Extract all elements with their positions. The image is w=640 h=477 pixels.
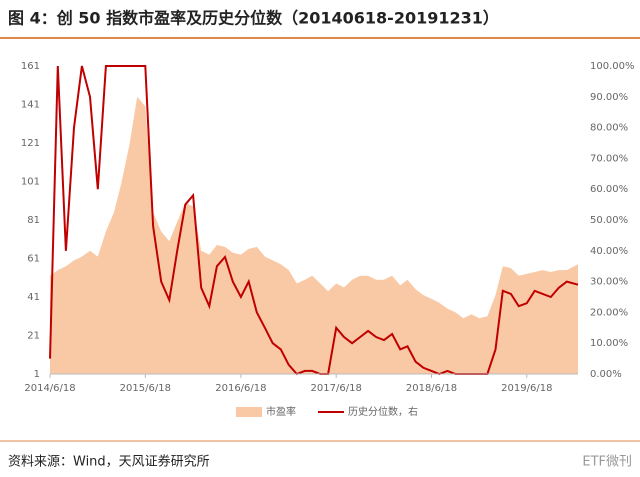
y2-tick-label: 90.00% — [590, 92, 628, 103]
y-tick-label: 1 — [34, 369, 40, 380]
y-tick-label: 41 — [27, 292, 40, 303]
y2-tick-label: 0.00% — [590, 369, 622, 380]
legend-label: 历史分位数，右 — [348, 405, 418, 418]
y2-tick-label: 20.00% — [590, 307, 628, 318]
x-tick-label: 2014/6/18 — [24, 383, 75, 394]
y-tick-label: 61 — [27, 254, 40, 265]
source: 资料来源：Wind，天风证券研究所 — [8, 454, 210, 470]
y-tick-label: 121 — [21, 138, 40, 149]
x-tick-label: 2017/6/18 — [311, 383, 362, 394]
y2-tick-label: 30.00% — [590, 277, 628, 288]
y2-tick-label: 60.00% — [590, 184, 628, 195]
x-tick-label: 2019/6/18 — [501, 383, 552, 394]
watermark: ETF微刊 — [582, 455, 632, 470]
y2-tick-label: 100.00% — [590, 61, 635, 72]
chart-title: 图 4：创 50 指数市盈率及历史分位数（20140618-20191231） — [8, 9, 499, 28]
legend-label: 市盈率 — [266, 405, 296, 418]
y2-tick-label: 10.00% — [590, 338, 628, 349]
y2-tick-label: 70.00% — [590, 153, 628, 164]
y-tick-label: 141 — [21, 100, 40, 111]
y-tick-label: 101 — [21, 177, 40, 188]
area — [50, 96, 578, 375]
y-tick-label: 81 — [27, 215, 40, 226]
x-tick-label: 2018/6/18 — [406, 383, 457, 394]
y2-tick-label: 40.00% — [590, 246, 628, 257]
x-tick-label: 2015/6/18 — [120, 383, 171, 394]
legend-swatch — [236, 407, 262, 417]
y-tick-label: 21 — [27, 331, 40, 342]
y2-tick-label: 80.00% — [590, 123, 628, 134]
y2-tick-label: 50.00% — [590, 215, 628, 226]
x-tick-label: 2016/6/18 — [215, 383, 266, 394]
y-tick-label: 161 — [21, 61, 40, 72]
